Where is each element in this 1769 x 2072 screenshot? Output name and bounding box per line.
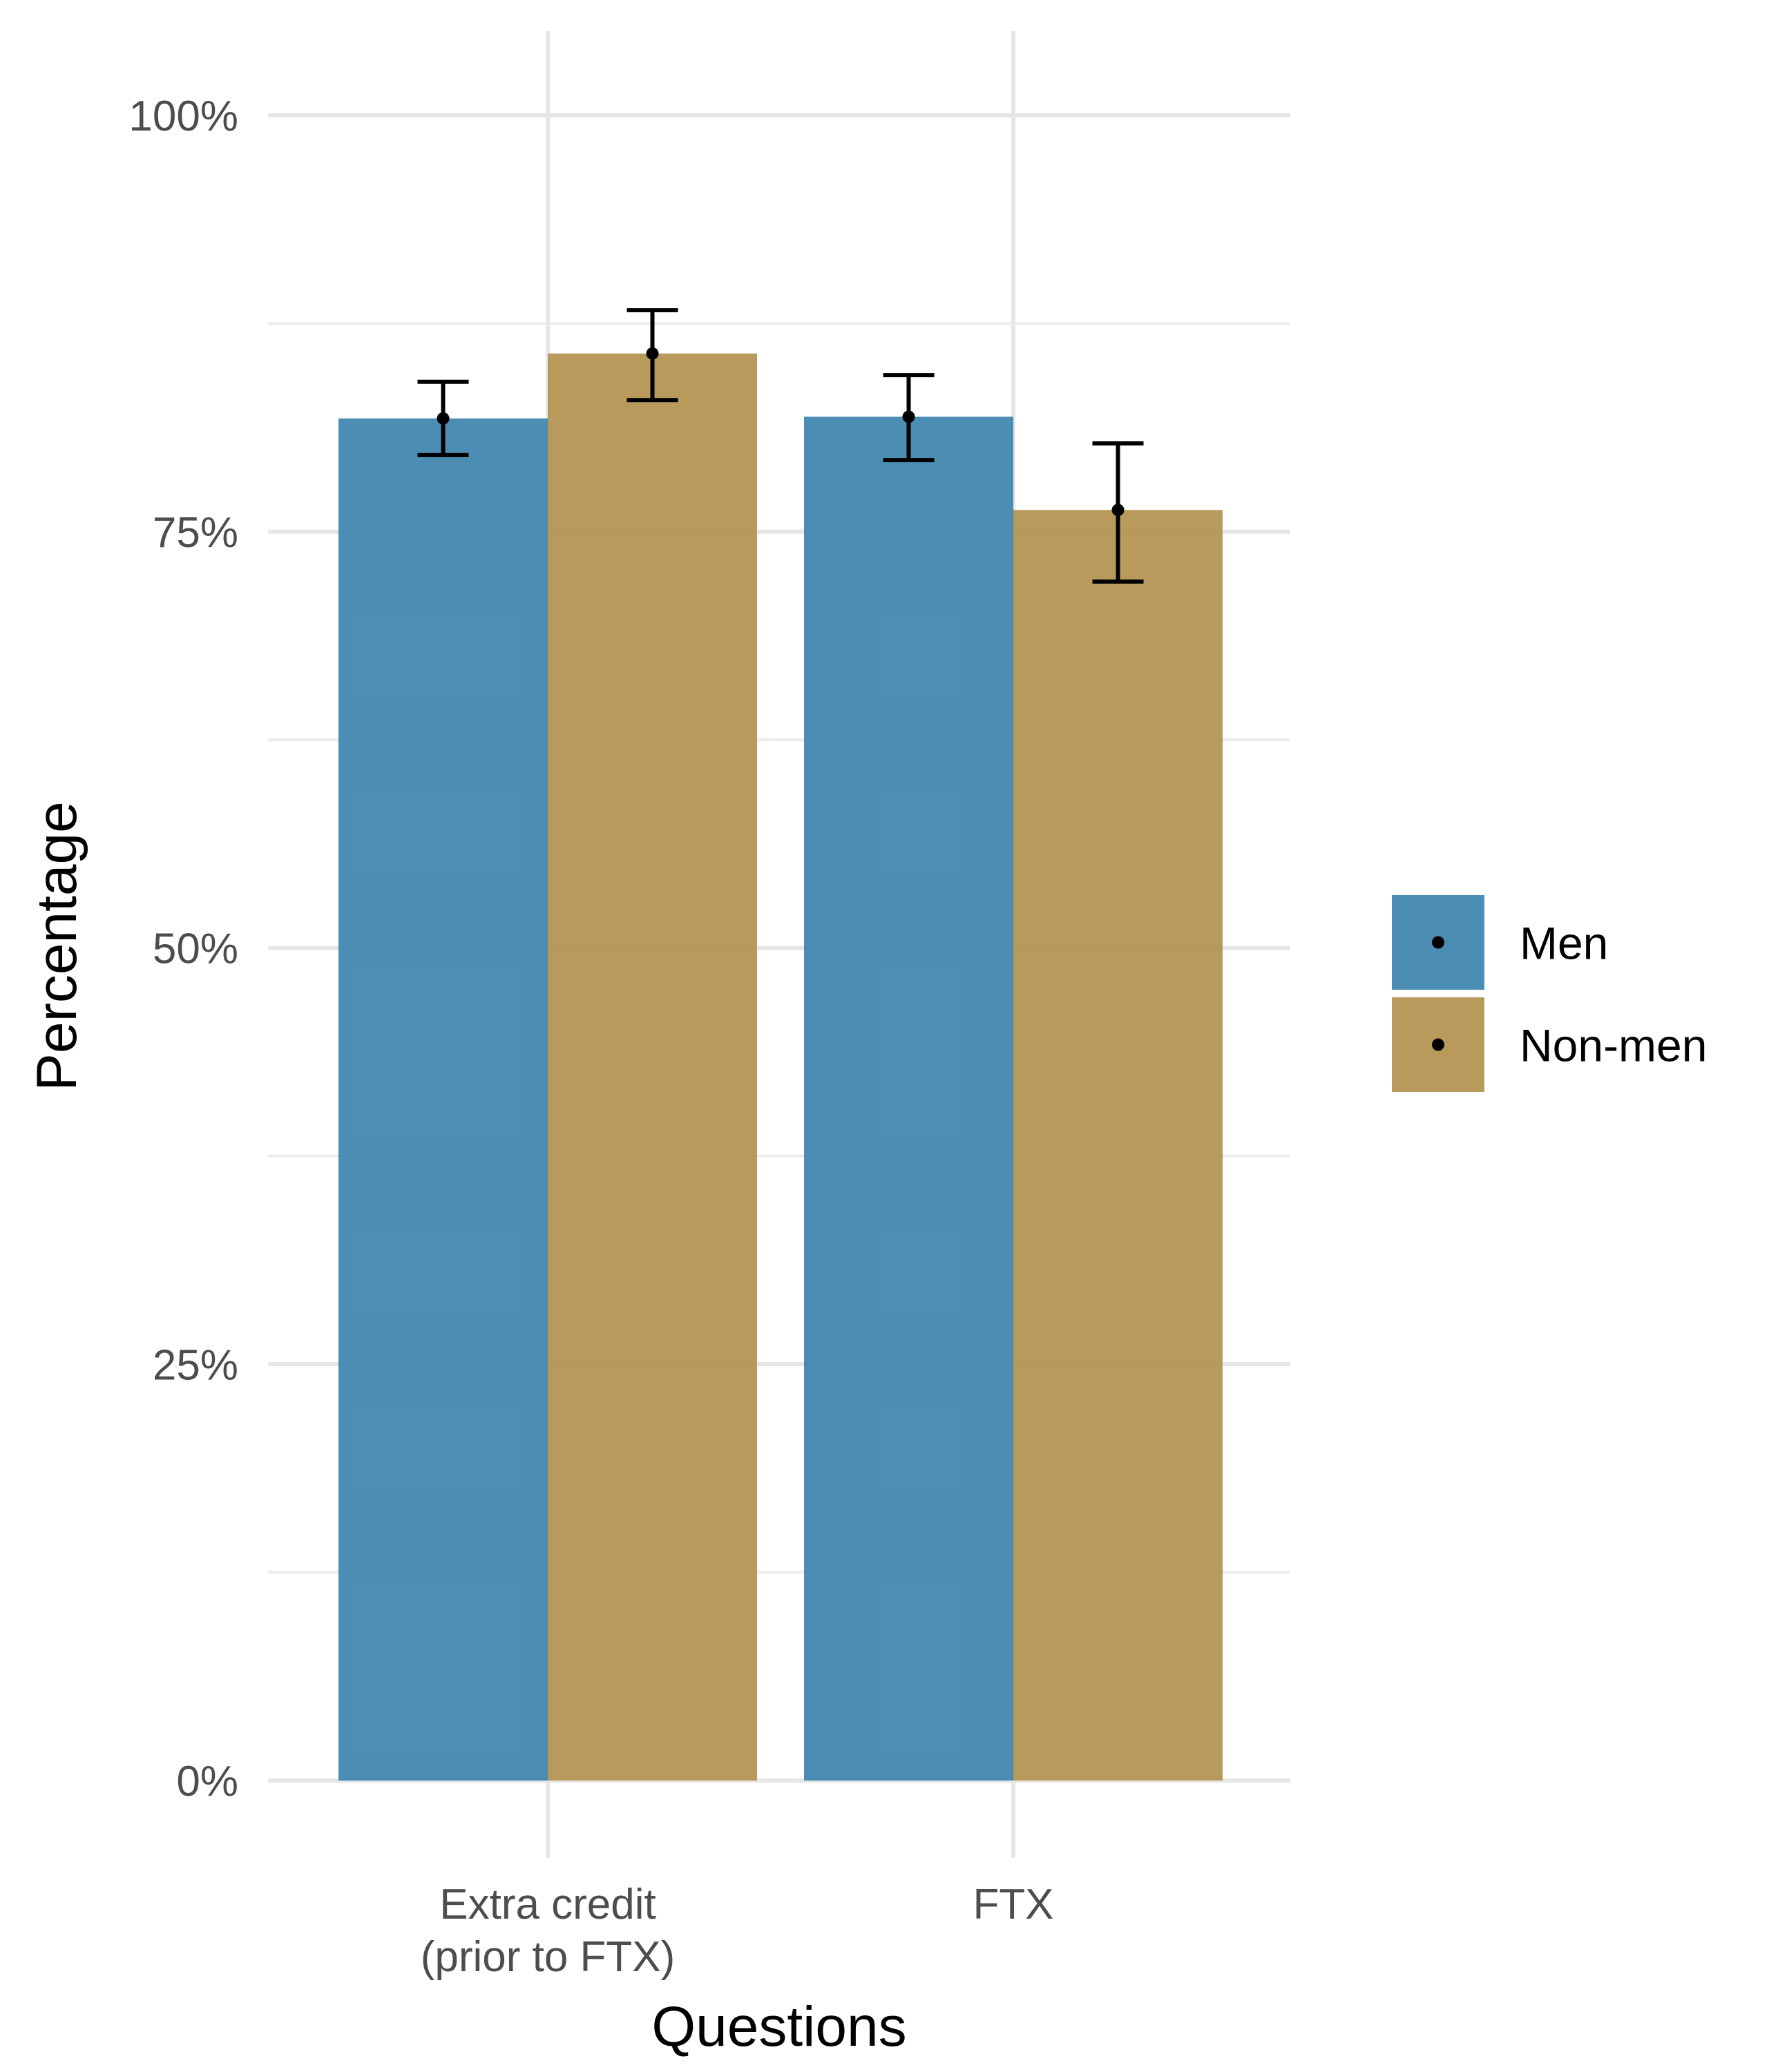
y-tick-label: 50% xyxy=(153,925,238,973)
legend: Men Non-men xyxy=(1392,895,1707,1092)
x-tick-label: (prior to FTX) xyxy=(421,1933,676,1981)
mean-point xyxy=(902,410,915,423)
y-tick-label: 25% xyxy=(153,1341,238,1389)
legend-item-non-men: Non-men xyxy=(1392,997,1707,1092)
error-bars xyxy=(417,308,1144,584)
x-tick-label: Extra credit xyxy=(439,1881,656,1928)
y-tick-label: 0% xyxy=(176,1758,238,1805)
x-axis-ticks: Extra credit (prior to FTX) FTX xyxy=(421,1881,1054,1981)
x-tick-label: FTX xyxy=(973,1881,1053,1928)
bars xyxy=(338,353,1223,1781)
bar-non-men-1 xyxy=(1013,510,1223,1781)
mean-point xyxy=(1111,503,1125,517)
legend-label: Non-men xyxy=(1520,1020,1707,1071)
mean-point xyxy=(437,412,450,425)
legend-point xyxy=(1432,936,1444,949)
legend-point xyxy=(1432,1038,1444,1051)
y-tick-label: 100% xyxy=(128,93,238,140)
legend-label: Men xyxy=(1520,918,1608,969)
legend-item-men: Men xyxy=(1392,895,1608,990)
y-axis-ticks: 0% 25% 50% 75% 100% xyxy=(128,93,238,1805)
y-axis-title: Percentage xyxy=(26,801,88,1091)
mean-point xyxy=(646,347,659,360)
bar-men-1 xyxy=(804,416,1013,1781)
x-axis-title: Questions xyxy=(651,1995,906,2058)
bar-men-0 xyxy=(338,418,548,1781)
y-tick-label: 75% xyxy=(153,509,238,557)
bar-non-men-0 xyxy=(548,353,757,1781)
